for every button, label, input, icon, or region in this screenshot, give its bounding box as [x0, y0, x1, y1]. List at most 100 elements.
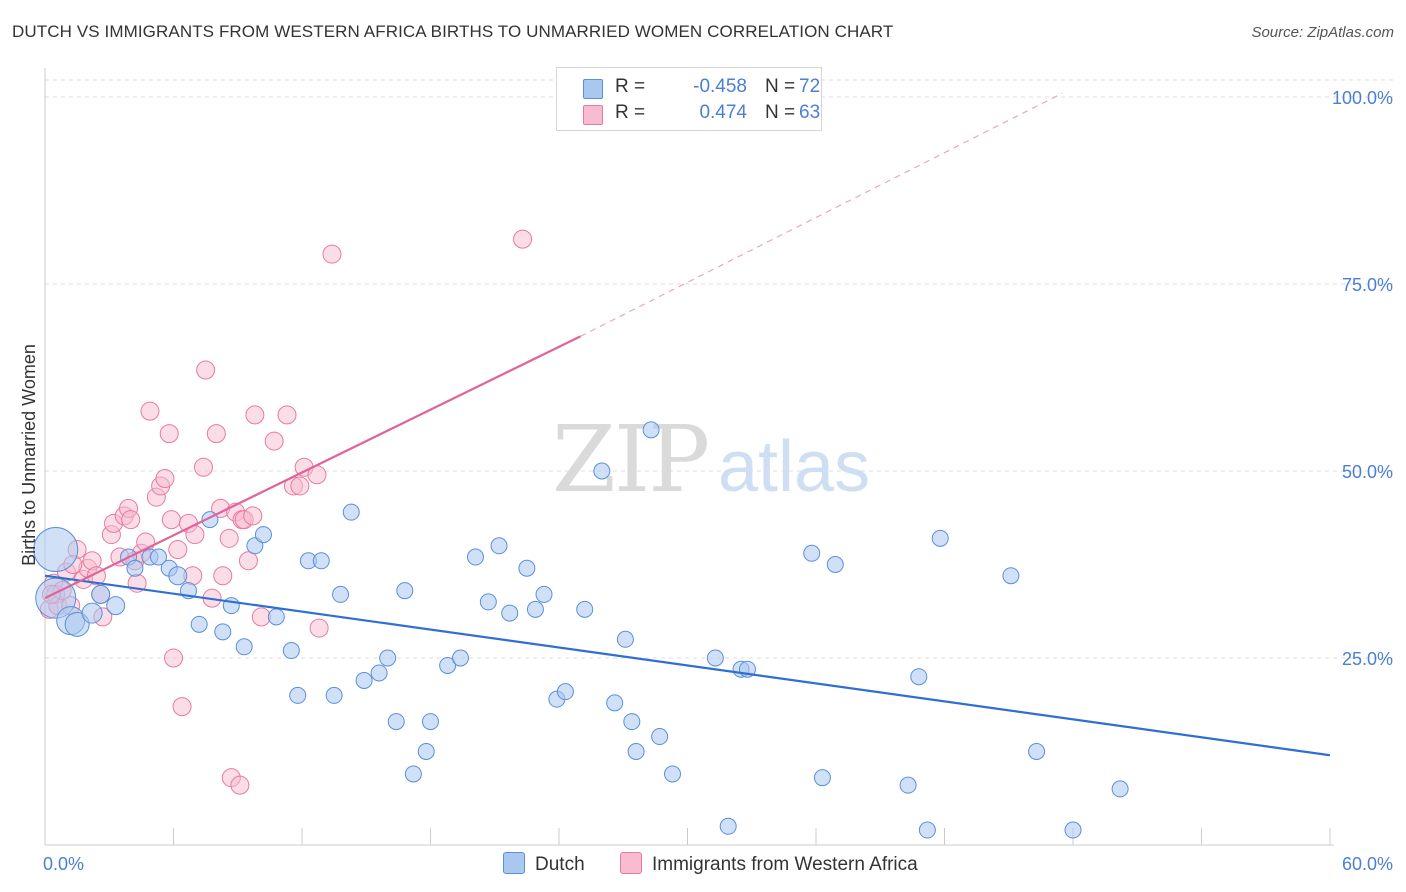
y-tick-label: 25.0%	[1342, 649, 1393, 669]
gridlines	[45, 79, 1395, 659]
trend-line-western-africa	[44, 335, 581, 600]
data-point-dutch	[899, 776, 917, 794]
legend-label-western-africa: Immigrants from Western Africa	[652, 854, 918, 875]
data-point-dutch	[518, 559, 536, 577]
legend-swatch-western-africa	[583, 105, 603, 125]
data-point-dutch	[150, 548, 168, 566]
data-point-dutch	[417, 743, 435, 760]
data-point-dutch	[719, 817, 737, 835]
data-point-dutch	[1028, 743, 1046, 760]
data-point-western-africa	[196, 360, 216, 380]
x-tick-label-max: 60.0%	[1342, 854, 1393, 874]
data-point-western-africa	[245, 405, 265, 425]
data-point-dutch	[931, 529, 949, 547]
data-point-dutch	[616, 630, 634, 648]
data-point-dutch	[706, 649, 724, 667]
data-point-dutch	[813, 769, 831, 787]
y-tick-label: 50.0%	[1342, 462, 1393, 482]
data-point-dutch	[535, 585, 553, 603]
y-tick-label: 100.0%	[1332, 88, 1393, 108]
data-point-western-africa	[172, 697, 192, 717]
data-point-western-africa	[230, 775, 250, 795]
watermark: ZIP atlas	[552, 406, 870, 513]
data-point-western-africa	[238, 551, 258, 571]
bottom-legend-western-africa[interactable]: Immigrants from Western Africa	[620, 852, 918, 876]
data-point-western-africa	[159, 424, 179, 444]
data-point-dutch	[623, 713, 641, 731]
data-point-dutch	[312, 552, 330, 570]
data-point-western-africa	[219, 528, 239, 548]
data-point-western-africa	[206, 424, 226, 444]
data-point-western-africa	[155, 468, 175, 488]
data-point-dutch	[466, 548, 484, 566]
data-point-dutch	[33, 527, 79, 573]
data-point-western-africa	[290, 476, 310, 496]
data-point-dutch	[91, 584, 111, 604]
data-point-dutch	[325, 686, 343, 704]
data-point-western-africa	[277, 405, 297, 425]
data-point-dutch	[642, 421, 660, 439]
legend-swatch-dutch	[503, 852, 525, 874]
data-point-western-africa	[251, 607, 271, 627]
data-point-dutch	[439, 656, 457, 674]
data-point-dutch	[106, 596, 126, 616]
data-point-western-africa	[213, 566, 233, 586]
data-point-dutch	[355, 671, 373, 689]
data-point-dutch	[404, 765, 422, 783]
legend-swatch-dutch	[583, 79, 603, 99]
data-point-dutch	[81, 602, 103, 624]
trend-line-western-africa-extension	[580, 92, 1063, 337]
data-point-dutch	[126, 559, 144, 577]
data-point-dutch	[651, 728, 669, 746]
data-point-dutch	[1064, 821, 1082, 839]
data-point-dutch	[501, 604, 519, 622]
data-point-dutch	[664, 765, 682, 783]
y-axis-label: Births to Unmarried Women	[19, 344, 39, 566]
r-label: R =	[615, 76, 646, 97]
data-point-dutch	[451, 649, 469, 667]
data-point-dutch	[235, 638, 253, 656]
data-point-western-africa	[168, 540, 188, 560]
data-point-dutch	[826, 556, 844, 573]
chart-title: DUTCH VS IMMIGRANTS FROM WESTERN AFRICA …	[12, 22, 894, 41]
data-point-western-africa	[164, 648, 183, 668]
data-point-dutch	[254, 526, 272, 544]
data-point-dutch	[214, 623, 232, 641]
r-value-dutch: -0.458	[693, 76, 747, 97]
data-point-dutch	[910, 668, 928, 686]
data-point-dutch	[379, 649, 397, 667]
data-point-dutch	[267, 608, 285, 626]
data-point-dutch	[918, 821, 936, 839]
data-point-dutch	[370, 664, 388, 682]
data-point-western-africa	[193, 457, 213, 477]
data-point-dutch	[1002, 567, 1020, 585]
bottom-legend-dutch[interactable]: Dutch	[503, 852, 585, 876]
data-point-dutch	[168, 566, 188, 586]
data-point-dutch	[1111, 780, 1129, 798]
n-label: N =	[765, 102, 796, 123]
legend-swatch-western-africa	[620, 852, 642, 874]
data-point-dutch	[490, 537, 508, 555]
source-label: Source: ZipAtlas.com	[1251, 24, 1394, 41]
data-point-western-africa	[243, 506, 263, 526]
data-point-western-africa	[161, 510, 181, 530]
data-point-western-africa	[309, 618, 329, 638]
data-point-dutch	[576, 600, 594, 618]
watermark-zip: ZIP	[552, 406, 708, 513]
data-point-dutch	[606, 694, 624, 712]
axes	[44, 68, 1334, 846]
data-point-dutch	[342, 503, 360, 521]
x-tick-label-min: 0.0%	[43, 854, 84, 874]
y-tick-label: 75.0%	[1342, 275, 1393, 295]
series-western-africa-points	[39, 229, 533, 795]
data-point-dutch	[593, 462, 611, 480]
r-label: R =	[615, 102, 646, 123]
n-value-dutch: 72	[799, 76, 821, 97]
data-point-dutch	[556, 683, 574, 701]
series-dutch-points	[33, 421, 1129, 839]
watermark-atlas: atlas	[718, 427, 870, 507]
data-point-western-africa	[264, 431, 284, 451]
data-point-dutch	[289, 686, 307, 704]
data-point-dutch	[190, 615, 208, 633]
data-point-western-africa	[140, 401, 160, 421]
